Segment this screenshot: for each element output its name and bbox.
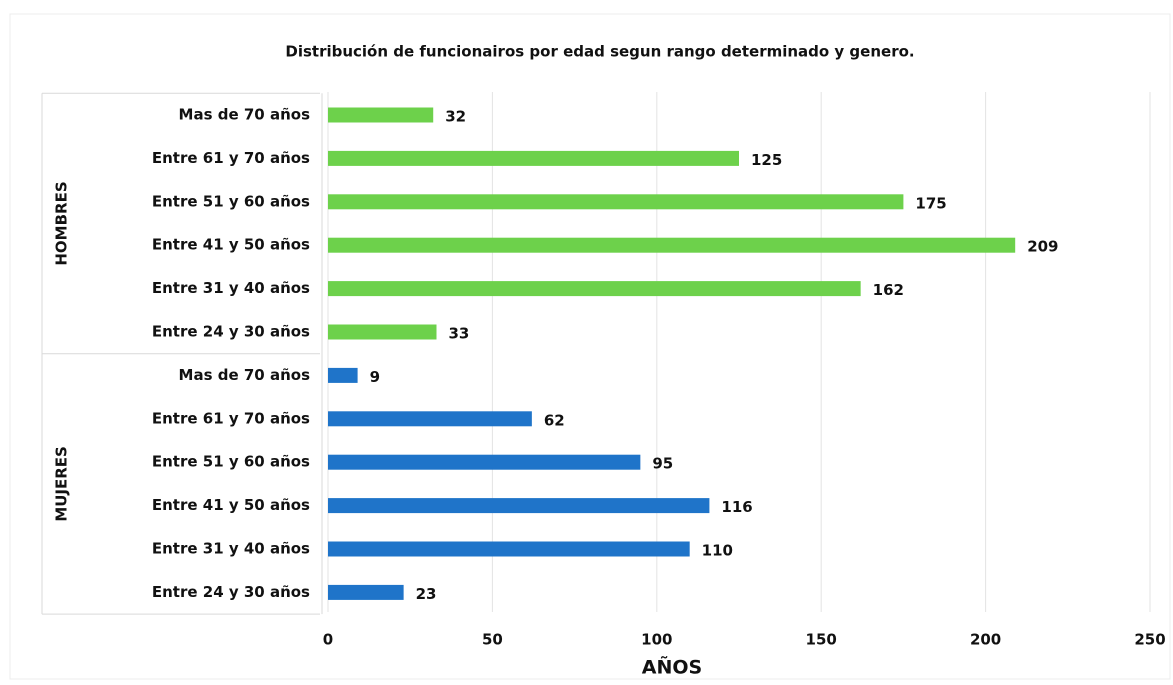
y-tick-label: Entre 24 y 30 años [152,583,310,601]
y-tick-label: Entre 41 y 50 años [152,496,310,514]
x-axis-label: AÑOS [642,655,702,679]
bar [328,584,404,600]
y-tick-label: Mas de 70 años [179,106,311,124]
y-tick-label: Entre 24 y 30 años [152,323,310,341]
y-tick-label: Entre 61 y 70 años [152,149,310,167]
data-label: 209 [1027,238,1058,256]
bar [328,324,437,340]
bar [328,194,904,210]
data-label: 95 [652,455,673,473]
bar [328,237,1016,253]
y-tick-label: Entre 51 y 60 años [152,453,310,471]
chart-border [9,13,1171,680]
data-label: 125 [751,151,782,169]
bar [328,107,434,123]
bar [328,541,690,557]
data-label: 33 [449,325,470,343]
group-label: MUJERES [53,446,71,522]
data-label: 110 [702,542,733,560]
bar [328,454,641,470]
data-label: 175 [915,194,946,212]
data-label: 32 [445,108,466,126]
y-tick-label: Entre 31 y 40 años [152,540,310,558]
y-tick-label: Entre 51 y 60 años [152,192,310,210]
bar [328,367,358,383]
bar [328,281,861,297]
data-label: 23 [416,585,437,603]
x-tick-label: 150 [806,631,837,649]
group-label: HOMBRES [53,181,71,265]
x-tick-label: 200 [970,631,1001,649]
x-tick-label: 250 [1134,631,1165,649]
data-label: 62 [544,411,565,429]
data-label: 116 [721,498,752,516]
x-tick-label: 100 [641,631,672,649]
chart-title: Distribución de funcionairos por edad se… [285,43,914,61]
data-label: 9 [370,368,380,386]
bar [328,498,710,514]
y-tick-label: Entre 31 y 40 años [152,279,310,297]
bar [328,411,532,427]
x-tick-label: 0 [323,631,333,649]
y-tick-label: Entre 61 y 70 años [152,409,310,427]
y-tick-label: Entre 41 y 50 años [152,236,310,254]
data-label: 162 [873,281,904,299]
y-tick-label: Mas de 70 años [179,366,311,384]
x-tick-label: 50 [482,631,503,649]
bar [328,150,739,166]
